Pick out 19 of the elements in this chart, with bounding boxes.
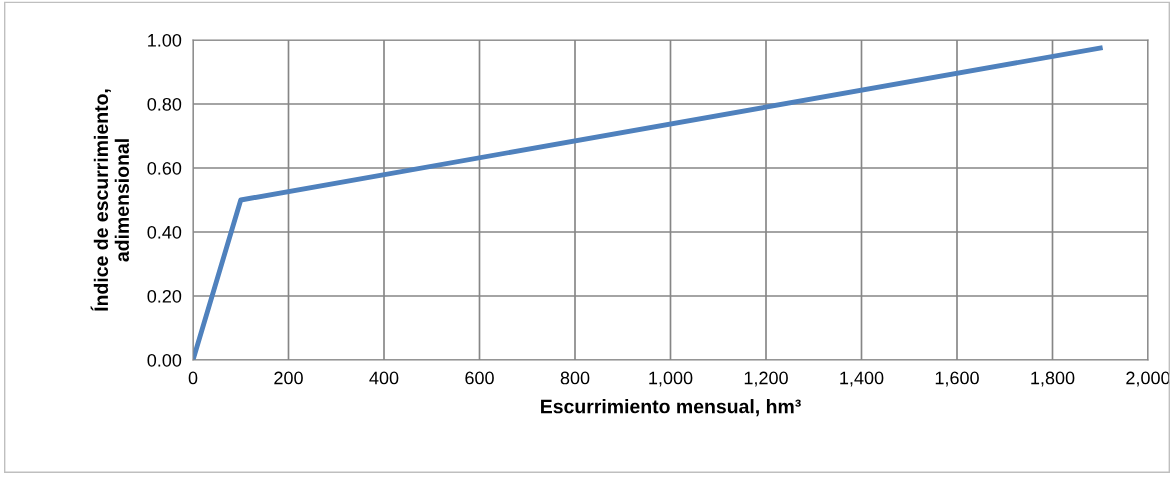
x-tick-label: 1,800	[1031, 371, 1075, 387]
x-tick-label: 1,400	[840, 371, 884, 387]
y-tick-label: 0.20	[147, 289, 182, 303]
x-tick-label: 0	[188, 371, 198, 385]
y-axis-title: Índice de escurrimiento, adimensional	[90, 89, 130, 311]
x-tick-label: 1,000	[649, 371, 693, 387]
x-tick-label: 1,200	[744, 371, 788, 387]
y-tick-label: 0.60	[147, 161, 182, 175]
x-tick-label: 400	[369, 371, 399, 385]
x-axis-title: Escurrimiento mensual, hm³	[541, 399, 801, 417]
y-tick-label: 0.80	[147, 97, 182, 111]
x-tick-label: 200	[274, 371, 303, 385]
y-tick-label: 0.00	[147, 353, 182, 367]
y-tick-label: 1.00	[148, 33, 182, 47]
x-tick-label: 2,000	[1126, 371, 1170, 387]
x-tick-label: 600	[465, 371, 494, 385]
x-tick-label: 800	[560, 371, 590, 385]
x-tick-label: 1,600	[935, 371, 979, 387]
y-tick-label: 0.40	[147, 225, 182, 239]
